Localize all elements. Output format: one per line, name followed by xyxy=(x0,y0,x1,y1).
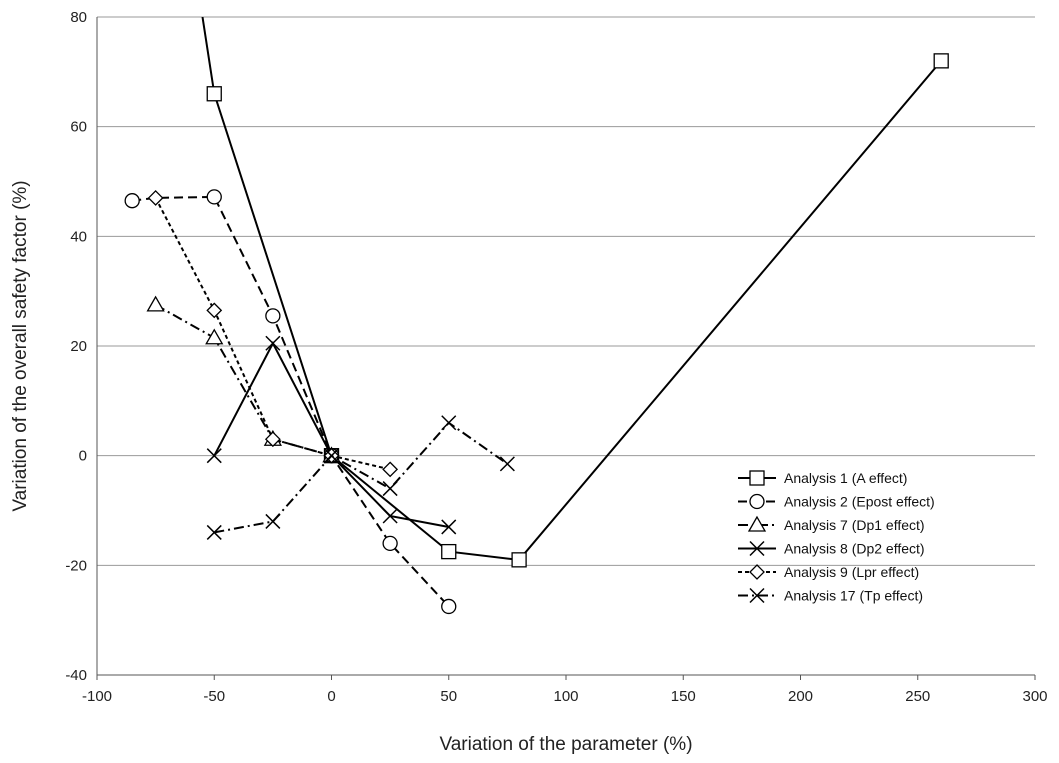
y-axis-title: Variation of the overall safety factor (… xyxy=(10,180,31,511)
data-point xyxy=(382,481,398,497)
y-tick-label: 60 xyxy=(70,119,87,136)
series-5 xyxy=(147,190,399,478)
series-line xyxy=(132,195,450,608)
data-point xyxy=(265,308,281,324)
legend-label: Analysis 2 (Epost effect) xyxy=(784,494,935,510)
data-point xyxy=(382,535,398,552)
series-6 xyxy=(206,415,515,540)
legend-label: Analysis 17 (Tp effect) xyxy=(784,588,923,604)
x-axis-title: Variation of the parameter (%) xyxy=(439,734,692,755)
x-tick-label: 300 xyxy=(1022,688,1047,705)
legend-marker xyxy=(749,493,765,510)
data-point xyxy=(441,598,457,615)
y-tick-labels: -40 -20 0 20 40 60 80 xyxy=(65,9,87,684)
legend-entry: Analysis 8 (Dp2 effect) xyxy=(738,541,925,557)
legend-marker xyxy=(749,564,765,580)
data-point xyxy=(441,543,457,560)
x-tick-labels: -100 -50 0 50 100 150 200 250 300 xyxy=(82,688,1048,705)
data-point xyxy=(265,335,281,351)
data-point xyxy=(323,448,340,464)
legend-marker xyxy=(749,540,765,557)
series-line xyxy=(214,421,508,534)
legend-entry: Analysis 2 (Epost effect) xyxy=(738,494,935,510)
series-group xyxy=(124,17,949,615)
x-tick-label: 0 xyxy=(327,688,335,705)
legend-marker xyxy=(747,515,767,532)
series-4 xyxy=(206,335,457,535)
series-line xyxy=(154,197,391,471)
series-line xyxy=(155,304,332,457)
data-point xyxy=(205,328,224,345)
x-tick-label: 200 xyxy=(788,688,813,705)
series-line xyxy=(213,341,449,528)
legend-entry: Analysis 9 (Lpr effect) xyxy=(738,564,919,580)
data-point xyxy=(441,415,457,431)
legend-entry: Analysis 17 (Tp effect) xyxy=(738,588,923,604)
data-point xyxy=(511,552,527,568)
legend-marker xyxy=(749,587,765,604)
legend-entry: Analysis 7 (Dp1 effect) xyxy=(738,515,925,533)
legend-label: Analysis 1 (A effect) xyxy=(784,470,907,486)
legend-label: Analysis 9 (Lpr effect) xyxy=(784,564,919,580)
y-tick-label: 40 xyxy=(70,228,87,245)
data-point xyxy=(382,508,398,524)
data-point xyxy=(147,190,164,206)
x-tick-label: -50 xyxy=(203,688,225,705)
data-point xyxy=(933,53,949,69)
data-point xyxy=(382,461,399,478)
legend-marker xyxy=(749,470,765,486)
data-point xyxy=(206,448,222,464)
x-tick-label: 250 xyxy=(905,688,930,705)
y-tick-label: 80 xyxy=(70,9,87,26)
data-point xyxy=(499,456,515,472)
legend-entry: Analysis 1 (A effect) xyxy=(738,470,907,486)
y-tick-label: -40 xyxy=(65,667,87,684)
y-tick-label: -20 xyxy=(65,557,87,574)
data-point xyxy=(206,524,222,540)
x-tick-label: 50 xyxy=(440,688,457,705)
data-point xyxy=(265,513,281,529)
data-point xyxy=(206,302,223,319)
x-tick-label: 100 xyxy=(553,688,578,705)
y-tick-label: 20 xyxy=(70,338,87,355)
legend: Analysis 1 (A effect) Analysis 2 (Epost e… xyxy=(738,470,935,604)
x-tick-label: -100 xyxy=(82,688,112,705)
data-point xyxy=(124,193,140,209)
axes xyxy=(96,17,1036,680)
data-point xyxy=(146,295,165,312)
data-point xyxy=(441,519,457,535)
grid xyxy=(97,16,1035,566)
legend-label: Analysis 7 (Dp1 effect) xyxy=(784,517,925,533)
data-point xyxy=(264,431,281,448)
series-2 xyxy=(124,189,457,615)
legend-label: Analysis 8 (Dp2 effect) xyxy=(784,541,925,557)
y-tick-label: 0 xyxy=(79,448,87,465)
data-point xyxy=(206,189,222,205)
data-point xyxy=(206,86,222,102)
series-line xyxy=(201,17,942,561)
series-3 xyxy=(146,295,341,463)
x-tick-label: 150 xyxy=(671,688,696,705)
